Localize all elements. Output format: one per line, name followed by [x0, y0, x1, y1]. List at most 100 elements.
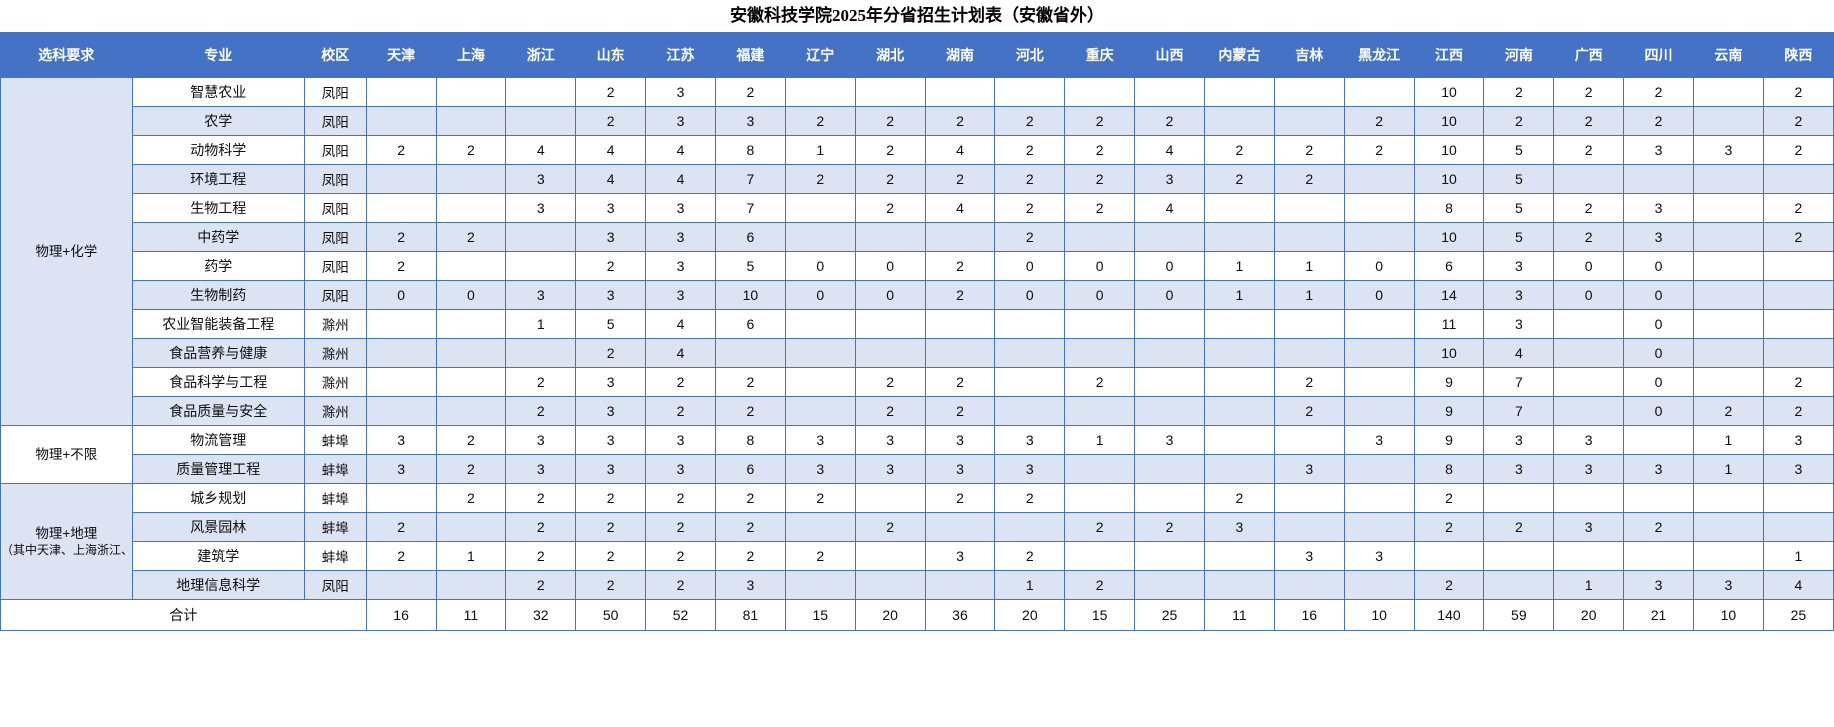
quota-cell[interactable]: 3: [575, 454, 647, 484]
quota-cell[interactable]: [1343, 338, 1415, 368]
quota-cell[interactable]: [1064, 483, 1136, 513]
quota-cell[interactable]: 0: [784, 280, 856, 310]
campus-cell[interactable]: 蚌埠: [303, 512, 367, 542]
quota-cell[interactable]: 0: [994, 251, 1066, 281]
quota-cell[interactable]: 2: [1203, 164, 1275, 194]
quota-cell[interactable]: 0: [1064, 251, 1136, 281]
quota-cell[interactable]: 6: [714, 222, 786, 252]
quota-cell[interactable]: 4: [924, 193, 996, 223]
quota-cell[interactable]: 3: [645, 454, 716, 484]
quota-cell[interactable]: 2: [1553, 77, 1625, 107]
quota-cell[interactable]: 2: [714, 541, 786, 571]
column-header-15[interactable]: 内蒙古: [1203, 32, 1275, 78]
quota-cell[interactable]: 2: [994, 135, 1066, 165]
quota-cell[interactable]: [1343, 222, 1415, 252]
quota-cell[interactable]: [1203, 454, 1275, 484]
major-name-cell[interactable]: 农学: [131, 106, 305, 136]
quota-cell[interactable]: 5: [1483, 193, 1555, 223]
quota-cell[interactable]: 10: [1413, 338, 1485, 368]
quota-cell[interactable]: 2: [365, 135, 437, 165]
quota-cell[interactable]: [854, 541, 926, 571]
quota-cell[interactable]: [1692, 367, 1764, 397]
column-header-13[interactable]: 重庆: [1064, 32, 1136, 78]
quota-cell[interactable]: 10: [714, 280, 786, 310]
quota-cell[interactable]: 2: [1483, 106, 1555, 136]
quota-cell[interactable]: [365, 570, 437, 600]
quota-cell[interactable]: [994, 77, 1066, 107]
column-header-19[interactable]: 河南: [1483, 32, 1555, 78]
subject-requirement-cell[interactable]: 物理+化学: [0, 77, 133, 426]
quota-cell[interactable]: 3: [1623, 193, 1694, 223]
quota-cell[interactable]: 2: [1203, 135, 1275, 165]
quota-cell[interactable]: [1692, 164, 1764, 194]
quota-cell[interactable]: 2: [1064, 164, 1136, 194]
quota-cell[interactable]: 8: [1413, 454, 1485, 484]
quota-cell[interactable]: 3: [1692, 570, 1764, 600]
quota-cell[interactable]: 2: [1623, 77, 1694, 107]
quota-cell[interactable]: [1203, 570, 1275, 600]
quota-cell[interactable]: [1134, 454, 1205, 484]
quota-cell[interactable]: 0: [365, 280, 437, 310]
quota-cell[interactable]: [1134, 541, 1205, 571]
quota-cell[interactable]: [1692, 541, 1764, 571]
quota-cell[interactable]: [1134, 222, 1205, 252]
quota-cell[interactable]: 3: [1483, 425, 1555, 455]
quota-cell[interactable]: 2: [714, 512, 786, 542]
quota-cell[interactable]: 2: [575, 338, 647, 368]
quota-cell[interactable]: 4: [645, 338, 716, 368]
quota-cell[interactable]: [1064, 454, 1136, 484]
quota-cell[interactable]: [1692, 338, 1764, 368]
quota-cell[interactable]: 9: [1413, 425, 1485, 455]
quota-cell[interactable]: [1203, 396, 1275, 426]
quota-cell[interactable]: 3: [575, 367, 647, 397]
quota-cell[interactable]: [784, 570, 856, 600]
quota-cell[interactable]: [924, 338, 996, 368]
quota-cell[interactable]: 2: [1762, 396, 1834, 426]
quota-cell[interactable]: 2: [994, 541, 1066, 571]
quota-cell[interactable]: [505, 222, 577, 252]
quota-cell[interactable]: 3: [505, 425, 577, 455]
quota-cell[interactable]: 2: [1623, 106, 1694, 136]
quota-cell[interactable]: [1692, 106, 1764, 136]
quota-cell[interactable]: 7: [714, 193, 786, 223]
quota-cell[interactable]: 3: [575, 396, 647, 426]
quota-cell[interactable]: [435, 251, 507, 281]
quota-cell[interactable]: 2: [1273, 367, 1345, 397]
quota-cell[interactable]: 4: [645, 164, 716, 194]
quota-cell[interactable]: 5: [1483, 222, 1555, 252]
quota-cell[interactable]: [365, 106, 437, 136]
quota-cell[interactable]: 3: [784, 454, 856, 484]
quota-cell[interactable]: 2: [1553, 222, 1625, 252]
quota-cell[interactable]: 2: [994, 164, 1066, 194]
quota-cell[interactable]: 0: [1623, 367, 1694, 397]
quota-cell[interactable]: [435, 106, 507, 136]
major-name-cell[interactable]: 农业智能装备工程: [131, 309, 305, 339]
quota-cell[interactable]: 2: [784, 541, 856, 571]
quota-cell[interactable]: 0: [1623, 396, 1694, 426]
quota-cell[interactable]: [1762, 309, 1834, 339]
quota-cell[interactable]: [854, 77, 926, 107]
quota-cell[interactable]: 3: [645, 425, 716, 455]
quota-cell[interactable]: [1483, 483, 1555, 513]
quota-cell[interactable]: [365, 483, 437, 513]
quota-cell[interactable]: [1064, 222, 1136, 252]
quota-cell[interactable]: [1483, 541, 1555, 571]
quota-cell[interactable]: 4: [1483, 338, 1555, 368]
quota-cell[interactable]: [1343, 454, 1415, 484]
quota-cell[interactable]: 6: [714, 454, 786, 484]
quota-cell[interactable]: [1692, 309, 1764, 339]
quota-cell[interactable]: [1343, 483, 1415, 513]
campus-cell[interactable]: 凤阳: [303, 106, 367, 136]
quota-cell[interactable]: [1762, 512, 1834, 542]
campus-cell[interactable]: 凤阳: [303, 164, 367, 194]
major-name-cell[interactable]: 地理信息科学: [131, 570, 305, 600]
quota-cell[interactable]: 3: [924, 425, 996, 455]
quota-cell[interactable]: [435, 77, 507, 107]
quota-cell[interactable]: [435, 570, 507, 600]
quota-cell[interactable]: 2: [1273, 396, 1345, 426]
quota-cell[interactable]: 7: [714, 164, 786, 194]
quota-cell[interactable]: [1343, 193, 1415, 223]
quota-cell[interactable]: 0: [1623, 309, 1694, 339]
quota-cell[interactable]: 6: [714, 309, 786, 339]
quota-cell[interactable]: [1273, 512, 1345, 542]
